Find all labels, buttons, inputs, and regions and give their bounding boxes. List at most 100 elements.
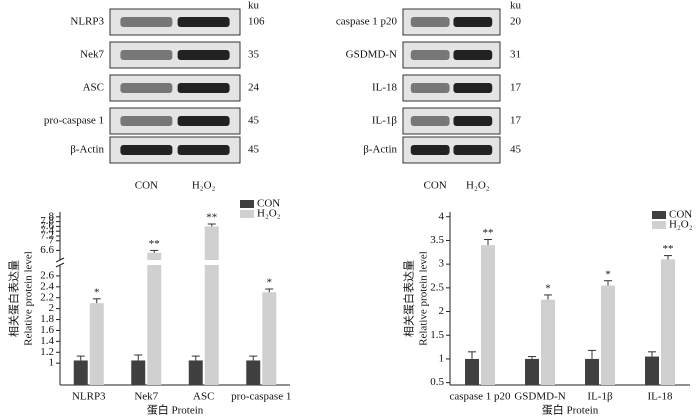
row-label: ASC [83, 82, 104, 94]
row-label: caspase 1 p20 [336, 16, 398, 28]
blot-band [120, 116, 173, 126]
significance: * [605, 268, 611, 280]
blot-band [120, 50, 173, 60]
blot-band [120, 17, 173, 27]
bar [73, 360, 88, 385]
significance: ** [483, 227, 494, 239]
size-label: 20 [510, 16, 522, 28]
blot-band [120, 145, 173, 155]
y-tick-label: 7.2 [40, 230, 54, 242]
y-tick-label: 0.5 [430, 376, 444, 388]
row-label: IL-1β [372, 115, 398, 127]
y-tick-label: 7.6 [40, 220, 54, 232]
blot-band [410, 145, 450, 155]
bar-break [203, 260, 220, 265]
x-tick-label: IL-18 [647, 391, 673, 403]
break-mark [55, 257, 65, 263]
legend-label: H₂O₂ [257, 208, 281, 220]
bar [601, 285, 615, 385]
row-label: GSDMD-N [346, 49, 397, 61]
bar [188, 360, 203, 385]
legend-label: CON [669, 209, 692, 221]
y-tick-label: 1.4 [40, 335, 54, 347]
size-label: 17 [510, 82, 522, 94]
blot-band [177, 116, 230, 126]
legend-swatch [652, 221, 666, 229]
significance: ** [149, 238, 160, 250]
size-label: 24 [248, 82, 260, 94]
bar [131, 360, 146, 385]
x-tick-label: ASC [193, 391, 214, 403]
y-tick-label: 7 [49, 234, 55, 246]
bar [585, 358, 599, 385]
unit-label: ku [248, 0, 260, 12]
legend-swatch [240, 200, 254, 208]
row-label: NLRP3 [70, 16, 104, 28]
blot-band [453, 145, 493, 155]
x-tick-label: GSDMD-N [514, 391, 565, 403]
y-tick-label: 3 [439, 258, 445, 270]
y-axis-label: 相关蛋白表达量 [402, 260, 416, 337]
break-mark [55, 262, 65, 268]
blot-band [453, 116, 493, 126]
row-label: pro-caspase 1 [44, 115, 104, 127]
size-label: 45 [510, 144, 522, 156]
x-tick-label: caspase 1 p20 [449, 391, 511, 403]
blot-band [410, 83, 450, 93]
blot-band [177, 145, 230, 155]
blot-band [453, 17, 493, 27]
y-tick-label: 7.4 [40, 225, 54, 237]
blot-band [453, 83, 493, 93]
y-tick-label: 3.5 [430, 234, 444, 246]
y-tick-label: 2 [49, 302, 55, 314]
y-tick-label: 7.8 [40, 215, 54, 227]
bar-break [146, 260, 163, 265]
x-axis-label: 蛋白 Protein [542, 403, 599, 417]
legend-swatch [652, 211, 666, 219]
blot-band [410, 116, 450, 126]
bar [525, 358, 539, 385]
blot-band [410, 17, 450, 27]
lane-label: CON [424, 180, 447, 192]
y-tick-label: 2.5 [430, 281, 444, 293]
row-label: IL-18 [372, 82, 398, 94]
significance: ** [663, 243, 674, 255]
blot-band [177, 83, 230, 93]
row-label: β-Actin [363, 144, 397, 156]
significance: * [94, 286, 100, 298]
size-label: 35 [248, 49, 260, 61]
blot-band [453, 50, 493, 60]
x-tick-label: IL-1β [587, 391, 613, 403]
bar [645, 356, 659, 385]
y-tick-label: 1.8 [40, 313, 54, 325]
size-label: 45 [248, 115, 260, 127]
bar [204, 226, 219, 385]
y-tick-label: 6.6 [40, 244, 54, 256]
bar [262, 292, 277, 385]
bar [147, 252, 162, 385]
lane-label: H₂O₂ [192, 180, 216, 192]
y-tick-label: 1.2 [40, 346, 54, 358]
bar [661, 259, 675, 385]
size-label: 17 [510, 115, 522, 127]
y-tick-label: 1.6 [40, 324, 54, 336]
unit-label: ku [510, 0, 522, 12]
legend-swatch [240, 210, 254, 218]
x-axis-label: 蛋白 Protein [147, 403, 204, 417]
size-label: 106 [248, 16, 265, 28]
y-axis-label: Relative protein level [23, 251, 35, 346]
y-tick-label: 2 [439, 305, 445, 317]
row-label: Nek7 [80, 49, 104, 61]
size-label: 45 [248, 144, 260, 156]
blot-band [177, 50, 230, 60]
y-axis-label: Relative protein level [418, 251, 430, 346]
y-tick-label: 1.5 [430, 329, 444, 341]
lane-label: H₂O₂ [466, 180, 490, 192]
size-label: 31 [510, 49, 521, 61]
bar [246, 360, 261, 385]
row-label: β-Actin [70, 144, 104, 156]
y-tick-label: 2.4 [40, 280, 54, 292]
y-tick-label: 1 [49, 357, 55, 369]
y-axis-label: 相关蛋白表达量 [7, 260, 21, 337]
